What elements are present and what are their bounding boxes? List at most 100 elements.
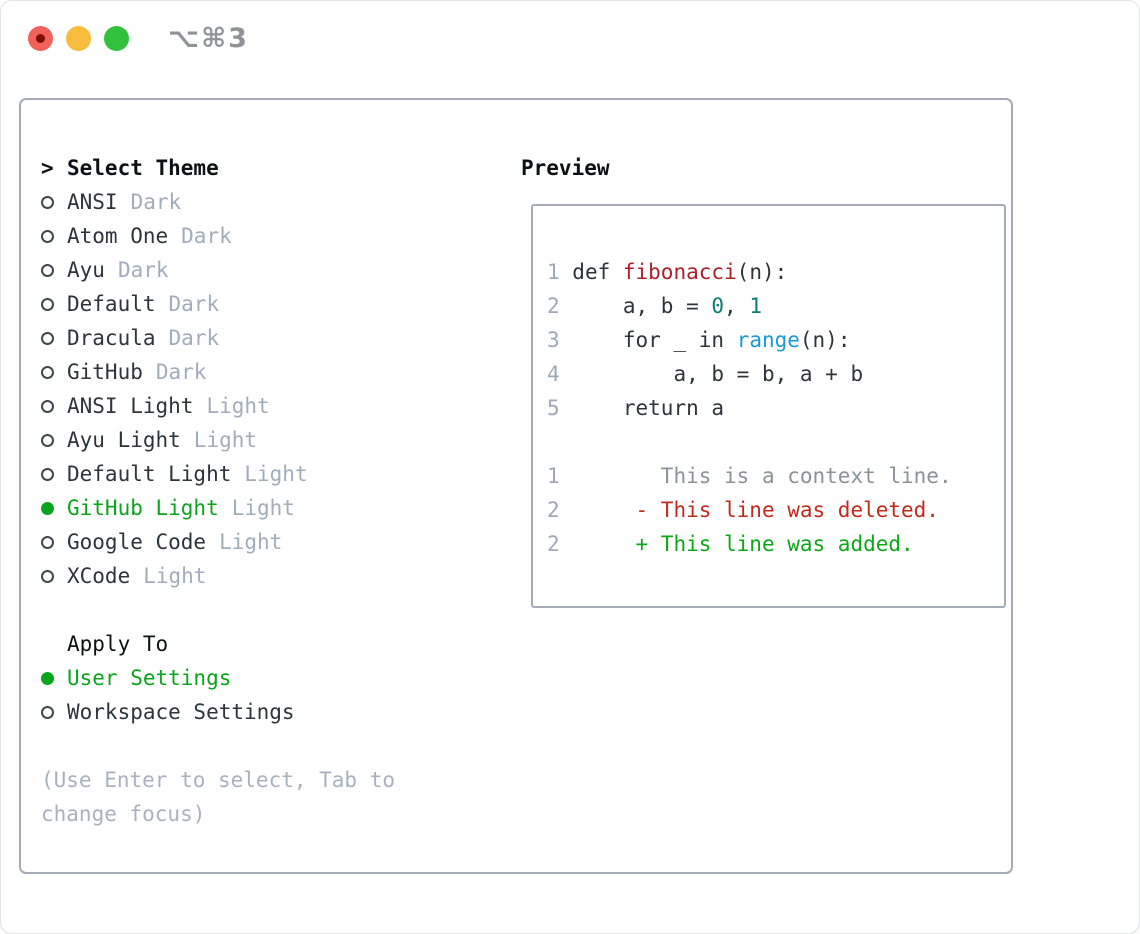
code-line: 2 + This line was added. [547,527,1004,561]
theme-name: Dracula [67,326,156,350]
radio-selected-icon [41,501,54,515]
code-line: 1 def fibonacci (n): [547,255,1004,289]
select-theme-title: Select Theme [67,156,219,180]
theme-option-ansi-light[interactable]: ANSI Light Light [41,389,471,423]
theme-option-dracula[interactable]: Dracula Dark [41,321,471,355]
code-segment-code: (n): [736,260,788,284]
theme-name: Default [67,292,156,316]
apply-to-heading: Apply To [41,627,471,661]
line-number: 5 [547,396,573,420]
code-segment-code: , [724,294,750,318]
theme-variant: Dark [181,224,232,248]
theme-option-xcode[interactable]: XCode Light [41,559,471,593]
line-number: 2 [547,498,573,522]
code-line: 5 return a [547,391,1004,425]
preview-pane: Preview 1 def fibonacci (n): 2 a, b = 0, 1… [521,151,1006,608]
radio-selected-icon [41,671,54,685]
theme-name: Atom One [67,224,169,248]
code-segment-code: (n): [799,328,851,352]
radio-icon [41,399,54,413]
code-segment-call: range [736,328,800,352]
theme-variant: Light [244,462,308,486]
theme-picker-panel: > Select Theme ANSI Dark Atom One Dark Ayu Da… [19,98,1013,874]
theme-option-github-light[interactable]: GitHub Light Light [41,491,471,525]
code-line: 4 a, b = b, a + b [547,357,1004,391]
code-line: 3 for _ in range (n): [547,323,1004,357]
titlebar: ⌥⌘3 [1,1,1139,98]
theme-option-default[interactable]: Default Dark [41,287,471,321]
theme-name: GitHub [67,360,143,384]
apply-to-title: Apply To [67,632,169,656]
theme-variant: Light [219,530,283,554]
apply-option-label: User Settings [67,666,232,690]
theme-variant: Dark [117,258,169,282]
blank-line [547,425,1004,459]
theme-name: Default Light [67,462,232,486]
code-segment-del: - This line was deleted. [572,498,939,522]
theme-name: ANSI [67,190,118,214]
radio-icon [41,365,54,379]
theme-option-ayu[interactable]: Ayu Dark [41,253,471,287]
theme-option-ansi[interactable]: ANSI Dark [41,185,471,219]
theme-selector: > Select Theme ANSI Dark Atom One Dark Ayu Da… [41,151,471,831]
code-line: 1 This is a context line. [547,459,1004,493]
code-line: 2 a, b = 0, 1 [547,289,1004,323]
code-segment-code: return a [572,396,725,420]
theme-name: GitHub Light [67,496,219,520]
minimize-button[interactable] [66,26,91,51]
code-line: 2 - This line was deleted. [547,493,1004,527]
zoom-button[interactable] [104,26,129,51]
code-segment-func: fibonacci [622,260,737,284]
radio-icon [41,569,54,583]
radio-icon [41,535,54,549]
theme-option-default-light[interactable]: Default Light Light [41,457,471,491]
spacer [41,593,471,627]
theme-name: Google Code [67,530,207,554]
theme-option-google-code[interactable]: Google Code Light [41,525,471,559]
line-number: 3 [547,328,573,352]
radio-icon [41,263,54,277]
theme-variant: Dark [168,326,220,350]
radio-icon [41,433,54,447]
radio-icon [41,297,54,311]
apply-option-workspace-settings[interactable]: Workspace Settings [41,695,471,729]
apply-option-label: Workspace Settings [67,700,295,724]
caret-icon: > [41,156,54,180]
theme-variant: Dark [155,360,207,384]
spacer [41,729,471,763]
radio-icon [41,331,54,345]
preview-title: Preview [521,156,610,180]
theme-variant: Light [143,564,207,588]
theme-name: ANSI Light [67,394,194,418]
apply-option-user-settings[interactable]: User Settings [41,661,471,695]
code-segment-lit: 0 [711,294,725,318]
theme-name: XCode [67,564,131,588]
theme-option-ayu-light[interactable]: Ayu Light Light [41,423,471,457]
theme-option-atom-one[interactable]: Atom One Dark [41,219,471,253]
theme-option-github[interactable]: GitHub Dark [41,355,471,389]
line-number: 1 [547,260,573,284]
theme-variant: Dark [168,292,220,316]
radio-icon [41,229,54,243]
line-number: 1 [547,464,573,488]
code-segment-code: for _ in [572,328,737,352]
traffic-lights [28,26,129,51]
close-button[interactable] [28,26,53,51]
hint-text-line2: change focus) [41,802,206,826]
hint-text-line1: (Use Enter to select, Tab to [41,768,396,792]
window-title: ⌥⌘3 [168,23,249,54]
blank-line [547,221,1004,255]
radio-icon [41,467,54,481]
code-segment-add: + This line was added. [572,532,914,556]
select-theme-heading: > Select Theme [41,151,471,185]
radio-icon [41,195,54,209]
theme-variant: Dark [130,190,182,214]
theme-list: ANSI Dark Atom One Dark Ayu Dark Default Dark Dr… [41,185,471,593]
code-segment-code: a, b = [572,294,712,318]
theme-variant: Light [193,428,258,452]
theme-variant: Light [231,496,295,520]
theme-name: Ayu Light [67,428,181,452]
theme-variant: Light [206,394,270,418]
line-number: 2 [547,532,573,556]
